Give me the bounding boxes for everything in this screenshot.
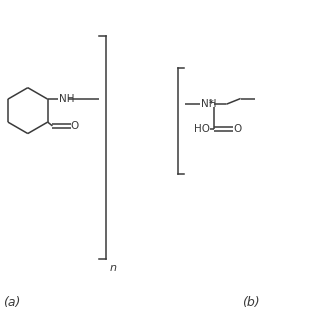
Text: NH: NH: [59, 94, 74, 104]
Text: NH: NH: [201, 99, 216, 109]
Text: (a): (a): [3, 296, 20, 309]
Text: (b): (b): [242, 296, 260, 309]
Text: $n$: $n$: [109, 263, 117, 273]
Text: *: *: [209, 99, 214, 108]
Text: O: O: [71, 121, 79, 131]
Text: HO: HO: [194, 124, 210, 134]
Text: O: O: [233, 124, 242, 134]
